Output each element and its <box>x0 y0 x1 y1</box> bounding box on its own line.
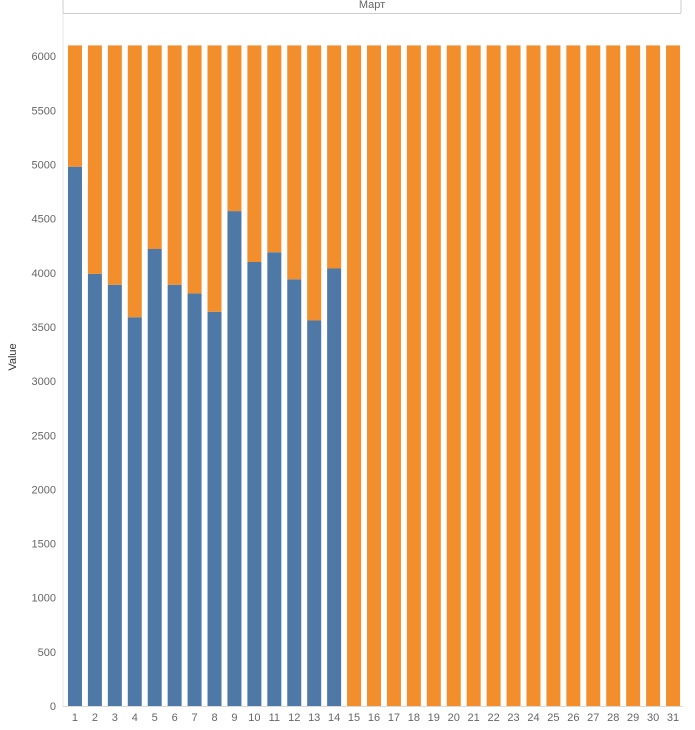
x-tick-label: 7 <box>192 712 198 724</box>
bar-segment-series-2-day-26[interactable] <box>566 45 581 707</box>
x-tick-label: 30 <box>647 712 659 724</box>
x-tick-label: 2 <box>92 712 98 724</box>
bar-segment-series-1-day-10[interactable] <box>247 262 262 706</box>
bar-segment-series-2-day-20[interactable] <box>446 45 461 707</box>
bar-segment-series-2-day-23[interactable] <box>506 45 521 707</box>
y-tick-label: 3000 <box>32 376 56 388</box>
bar-segment-series-2-day-19[interactable] <box>426 45 441 707</box>
x-tick-label: 28 <box>607 712 619 724</box>
bar-segment-series-2-day-8[interactable] <box>207 45 222 312</box>
x-tick-label: 12 <box>288 712 300 724</box>
bars-group <box>67 45 681 707</box>
x-tick-label: 13 <box>308 712 320 724</box>
x-tick-label: 22 <box>487 712 499 724</box>
bar-segment-series-1-day-8[interactable] <box>207 311 222 706</box>
month-header: Март <box>359 0 385 11</box>
y-tick-label: 3500 <box>32 322 56 334</box>
bar-segment-series-2-day-24[interactable] <box>526 45 541 707</box>
y-tick-label: 1500 <box>32 539 56 551</box>
bar-segment-series-2-day-1[interactable] <box>67 45 82 167</box>
bar-segment-series-1-day-4[interactable] <box>127 317 142 706</box>
bar-segment-series-1-day-1[interactable] <box>67 166 82 706</box>
x-tick-label: 3 <box>112 712 118 724</box>
x-tick-label: 25 <box>547 712 559 724</box>
bar-segment-series-1-day-3[interactable] <box>107 284 122 706</box>
y-tick-label: 0 <box>50 701 56 713</box>
y-tick-label: 4500 <box>32 214 56 226</box>
bar-segment-series-2-day-18[interactable] <box>406 45 421 707</box>
y-tick-label: 2500 <box>32 430 56 442</box>
bar-segment-series-1-day-13[interactable] <box>307 320 322 706</box>
bar-segment-series-2-day-21[interactable] <box>466 45 481 707</box>
x-axis-ticks: 1 2 3 4 5 6 7 8 9 10 11 12 13 14 15 16 17 18 19 20 21 22 23 24 2… <box>72 712 679 724</box>
x-tick-label: 10 <box>248 712 260 724</box>
bar-segment-series-2-day-27[interactable] <box>586 45 601 707</box>
x-tick-label: 27 <box>587 712 599 724</box>
x-tick-label: 20 <box>448 712 460 724</box>
x-tick-label: 29 <box>627 712 639 724</box>
y-axis-ticks: 0 500 1000 1500 2000 2500 3000 3500 4000 4500 5000… <box>32 51 56 713</box>
x-tick-label: 19 <box>428 712 440 724</box>
bar-segment-series-1-day-14[interactable] <box>327 268 342 707</box>
bar-segment-series-2-day-10[interactable] <box>247 45 262 262</box>
x-tick-label: 26 <box>567 712 579 724</box>
bar-segment-series-2-day-15[interactable] <box>347 45 362 707</box>
bar-segment-series-1-day-2[interactable] <box>87 273 102 706</box>
bar-segment-series-2-day-3[interactable] <box>107 45 122 285</box>
y-axis-title: Value <box>7 343 19 370</box>
bar-segment-series-1-day-7[interactable] <box>187 293 202 706</box>
bar-segment-series-2-day-5[interactable] <box>147 45 162 249</box>
x-tick-label: 15 <box>348 712 360 724</box>
y-tick-label: 500 <box>38 647 56 659</box>
x-tick-label: 23 <box>507 712 519 724</box>
bar-segment-series-2-day-28[interactable] <box>606 45 621 707</box>
x-tick-label: 1 <box>72 712 78 724</box>
x-tick-label: 14 <box>328 712 340 724</box>
bar-segment-series-2-day-25[interactable] <box>546 45 561 707</box>
bar-segment-series-1-day-12[interactable] <box>287 279 302 706</box>
bar-segment-series-2-day-6[interactable] <box>167 45 182 285</box>
bar-segment-series-2-day-16[interactable] <box>367 45 381 707</box>
bar-segment-series-2-day-14[interactable] <box>327 45 342 269</box>
x-tick-label: 9 <box>231 712 237 724</box>
x-tick-label: 8 <box>211 712 217 724</box>
bar-segment-series-1-day-9[interactable] <box>227 211 242 706</box>
bar-segment-series-2-day-30[interactable] <box>646 45 661 707</box>
bar-segment-series-2-day-4[interactable] <box>127 45 142 318</box>
y-tick-label: 5500 <box>32 105 56 117</box>
y-tick-label: 2000 <box>32 484 56 496</box>
bar-segment-series-1-day-6[interactable] <box>167 284 182 706</box>
bar-segment-series-2-day-9[interactable] <box>227 45 242 212</box>
bar-segment-series-2-day-17[interactable] <box>386 45 401 707</box>
x-tick-label: 31 <box>667 712 679 724</box>
bar-segment-series-2-day-2[interactable] <box>87 45 102 274</box>
x-tick-label: 17 <box>388 712 400 724</box>
y-tick-label: 6000 <box>32 51 56 63</box>
y-tick-label: 4000 <box>32 268 56 280</box>
bar-segment-series-1-day-5[interactable] <box>147 249 162 706</box>
bar-segment-series-2-day-7[interactable] <box>187 45 202 294</box>
x-tick-label: 6 <box>172 712 178 724</box>
bar-segment-series-2-day-31[interactable] <box>666 45 681 707</box>
y-tick-label: 5000 <box>32 160 56 172</box>
x-tick-label: 24 <box>527 712 539 724</box>
bar-segment-series-2-day-11[interactable] <box>267 45 282 253</box>
x-tick-label: 5 <box>152 712 158 724</box>
bar-segment-series-1-day-11[interactable] <box>267 252 282 706</box>
bar-segment-series-2-day-29[interactable] <box>626 45 641 707</box>
x-tick-label: 11 <box>269 712 280 724</box>
x-tick-label: 21 <box>468 712 480 724</box>
bar-segment-series-2-day-22[interactable] <box>486 45 501 707</box>
bar-segment-series-2-day-13[interactable] <box>307 45 322 321</box>
x-tick-label: 18 <box>408 712 420 724</box>
bar-segment-series-2-day-12[interactable] <box>287 45 302 280</box>
x-tick-label: 4 <box>132 712 138 724</box>
y-tick-label: 1000 <box>32 593 56 605</box>
x-tick-label: 16 <box>368 712 380 724</box>
